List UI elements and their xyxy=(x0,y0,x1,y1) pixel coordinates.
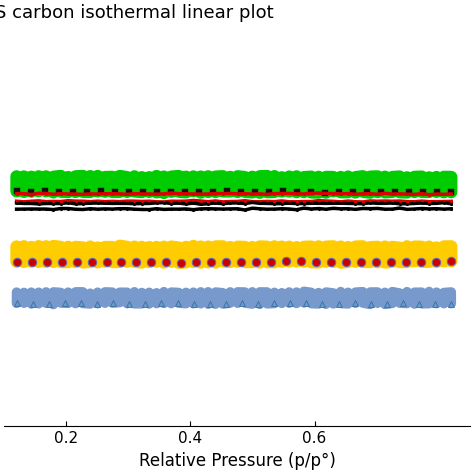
X-axis label: Relative Pressure (p/p°): Relative Pressure (p/p°) xyxy=(138,452,336,470)
Text: S carbon isothermal linear plot: S carbon isothermal linear plot xyxy=(0,4,273,22)
